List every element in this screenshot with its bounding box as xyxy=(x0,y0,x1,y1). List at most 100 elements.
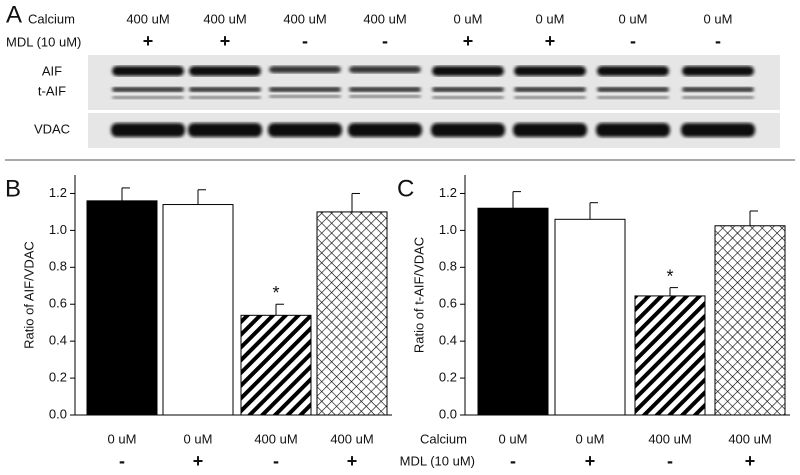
band-label: VDAC xyxy=(34,121,70,136)
y-tick-label: 0.2 xyxy=(49,370,67,385)
y-axis-label: Ratio of t-AIF/VDAC xyxy=(411,237,426,353)
blot-band xyxy=(514,87,586,92)
bar xyxy=(316,211,388,416)
y-tick-label: 0.6 xyxy=(439,296,457,311)
row-label: MDL (10 uM) xyxy=(6,34,81,49)
y-tick-label: 0.2 xyxy=(439,370,457,385)
blot-band xyxy=(596,123,670,137)
x-sub-label: - xyxy=(273,451,279,471)
blot-band xyxy=(188,123,262,137)
blot-band xyxy=(112,96,184,99)
panel-label: A xyxy=(6,1,22,28)
blot-band xyxy=(514,66,586,76)
lane-label: 0 uM xyxy=(704,11,733,26)
row-label: MDL (10 uM) xyxy=(400,453,475,468)
y-tick-label: 1.0 xyxy=(439,222,457,237)
blot-band xyxy=(269,95,341,98)
bar xyxy=(477,207,549,416)
band-label: t-AIF xyxy=(38,83,66,98)
x-tick-label: 0 uM xyxy=(184,431,213,446)
significance-mark: * xyxy=(272,283,279,303)
x-sub-label: + xyxy=(193,451,204,471)
significance-mark: * xyxy=(666,266,673,286)
x-sub-label: + xyxy=(585,451,596,471)
y-tick-label: 0.0 xyxy=(439,406,457,421)
blot-band xyxy=(112,87,184,92)
blot-band xyxy=(432,96,504,99)
blot-band xyxy=(681,123,755,137)
x-tick-label: 0 uM xyxy=(108,431,137,446)
y-tick-label: 0.6 xyxy=(49,296,67,311)
row-label: Calcium xyxy=(28,11,75,26)
blot-band xyxy=(189,66,261,76)
blot-band xyxy=(349,87,421,92)
blot-band xyxy=(268,123,342,137)
lane-label: 0 uM xyxy=(454,11,483,26)
x-tick-label: 0 uM xyxy=(499,431,528,446)
blot-band xyxy=(597,87,669,92)
blot-band xyxy=(189,96,261,99)
lane-sign: - xyxy=(715,31,721,51)
lane-label: 0 uM xyxy=(619,11,648,26)
blot-band xyxy=(189,87,261,92)
x-sub-label: + xyxy=(745,451,756,471)
lane-sign: - xyxy=(630,31,636,51)
bar xyxy=(162,204,234,416)
blot-band xyxy=(269,66,341,73)
blot-band xyxy=(597,66,669,76)
lane-sign: - xyxy=(302,31,308,51)
blot-band xyxy=(682,96,754,99)
bar xyxy=(240,314,312,416)
blot-band xyxy=(431,123,505,137)
x-sub-label: - xyxy=(119,451,125,471)
y-tick-label: 1.2 xyxy=(439,185,457,200)
x-tick-label: 400 uM xyxy=(728,431,771,446)
blot-band xyxy=(349,66,421,73)
x-tick-label: 400 uM xyxy=(330,431,373,446)
lane-sign: + xyxy=(220,31,231,51)
blot-band xyxy=(432,66,504,76)
panel-label: B xyxy=(5,175,21,202)
blot-band xyxy=(682,87,754,92)
lane-label: 0 uM xyxy=(536,11,565,26)
x-tick-label: 0 uM xyxy=(576,431,605,446)
blot-band xyxy=(111,123,185,137)
y-axis-label: Ratio of AIF/VDAC xyxy=(21,241,36,349)
band-label: AIF xyxy=(42,63,62,78)
y-tick-label: 1.0 xyxy=(49,222,67,237)
blot-band xyxy=(597,96,669,99)
blot-band xyxy=(682,66,754,76)
bar xyxy=(634,295,706,416)
lane-sign: + xyxy=(143,31,154,51)
x-tick-label: 400 uM xyxy=(254,431,297,446)
y-tick-label: 0.8 xyxy=(439,259,457,274)
panel-label: C xyxy=(397,175,414,202)
bar xyxy=(554,218,626,416)
y-tick-label: 0.0 xyxy=(49,406,67,421)
lane-label: 400 uM xyxy=(203,11,246,26)
row-label: Calcium xyxy=(420,431,467,446)
blot-band xyxy=(432,87,504,92)
y-tick-label: 0.8 xyxy=(49,259,67,274)
lane-label: 400 uM xyxy=(126,11,169,26)
y-tick-label: 0.4 xyxy=(49,333,67,348)
lane-sign: - xyxy=(382,31,388,51)
blot-band xyxy=(513,123,587,137)
x-tick-label: 400 uM xyxy=(648,431,691,446)
y-tick-label: 1.2 xyxy=(49,185,67,200)
lane-label: 400 uM xyxy=(283,11,326,26)
x-sub-label: - xyxy=(510,451,516,471)
blot-band xyxy=(112,66,184,76)
blot-band xyxy=(349,95,421,98)
bar xyxy=(714,225,786,416)
lane-sign: + xyxy=(463,31,474,51)
blot-band xyxy=(514,96,586,99)
y-tick-label: 0.4 xyxy=(439,333,457,348)
bar xyxy=(86,200,158,416)
x-sub-label: + xyxy=(347,451,358,471)
blot-band xyxy=(348,123,422,137)
lane-label: 400 uM xyxy=(363,11,406,26)
blot-membrane xyxy=(88,55,780,110)
lane-sign: + xyxy=(545,31,556,51)
